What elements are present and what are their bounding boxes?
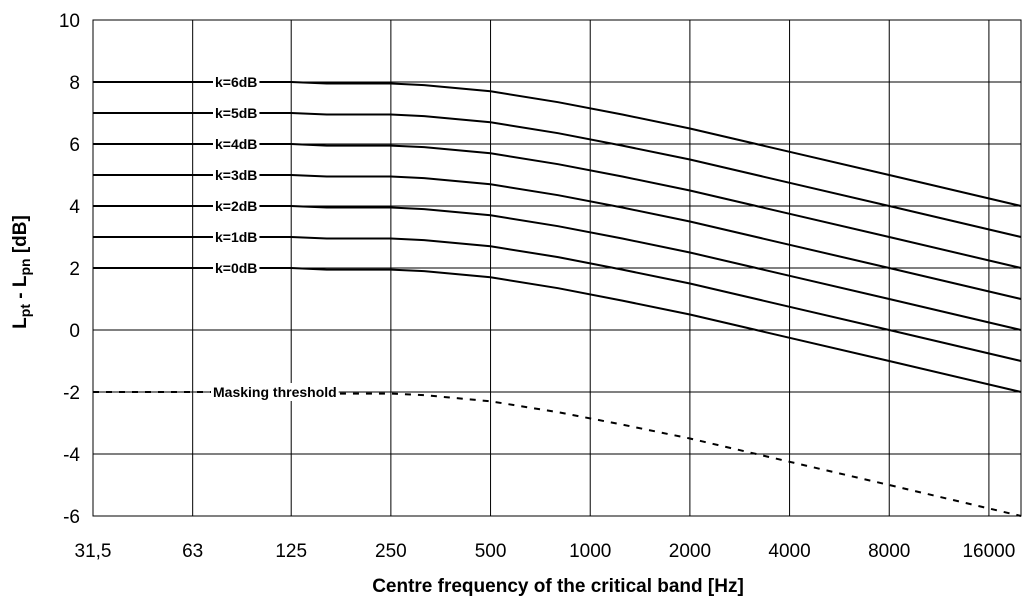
y-tick-label: -6	[63, 507, 80, 528]
y-axis-title: Lpt - Lpn [dB]	[10, 215, 33, 329]
y-tick-labels: 10 8 6 4 2 0 -2 -4 -6	[59, 11, 81, 528]
series-label-background	[213, 73, 260, 91]
series-label-background	[213, 197, 260, 215]
series-label: k=6dB	[215, 74, 257, 90]
series-label: k=1dB	[215, 229, 257, 245]
y-tick-label: -2	[63, 383, 80, 404]
x-tick-label: 63	[182, 541, 203, 562]
series-line	[93, 236, 1022, 362]
series-line	[93, 81, 1022, 207]
series-label: k=0dB	[215, 260, 257, 276]
series-label-background	[213, 104, 260, 122]
y-tick-label: 2	[69, 259, 80, 280]
series-label: Masking threshold	[213, 384, 337, 400]
series-line	[93, 174, 1022, 300]
series-line	[93, 267, 1022, 393]
y-tick-label: 8	[69, 73, 80, 94]
y-tick-label: 4	[69, 197, 80, 218]
series-label: k=4dB	[215, 136, 257, 152]
x-tick-label: 1000	[569, 541, 611, 562]
series-line	[93, 112, 1022, 238]
x-tick-label: 16000	[962, 541, 1015, 562]
x-tick-labels: 31,5 63 125 250 500 1000 2000 4000 8000 16000	[75, 541, 1016, 562]
series-group: k=6dB k=5dB k=4dB k=3dB k=2dB k=1dB k=0dB Maski…	[93, 73, 1022, 517]
series-label: k=5dB	[215, 105, 257, 121]
y-tick-label: 6	[69, 135, 80, 156]
y-tick-label: -4	[63, 445, 80, 466]
y-tick-label: 10	[59, 11, 80, 32]
series-label-background	[213, 135, 260, 153]
x-tick-label: 4000	[768, 541, 810, 562]
x-tick-label: 250	[375, 541, 407, 562]
series-label-background	[213, 259, 260, 277]
x-tick-label: 31,5	[75, 541, 112, 562]
x-tick-label: 500	[475, 541, 507, 562]
x-tick-label: 2000	[669, 541, 711, 562]
series-label: k=2dB	[215, 198, 257, 214]
series-label-background	[211, 383, 339, 401]
series-label: k=3dB	[215, 167, 257, 183]
series-label-background	[213, 166, 260, 184]
y-tick-label: 0	[69, 321, 80, 342]
x-tick-label: 8000	[868, 541, 910, 562]
series-label-background	[213, 228, 260, 246]
series-line	[93, 205, 1022, 331]
series-line	[93, 143, 1022, 269]
x-axis-title: Centre frequency of the critical band [H…	[372, 576, 744, 597]
x-tick-label: 125	[275, 541, 307, 562]
